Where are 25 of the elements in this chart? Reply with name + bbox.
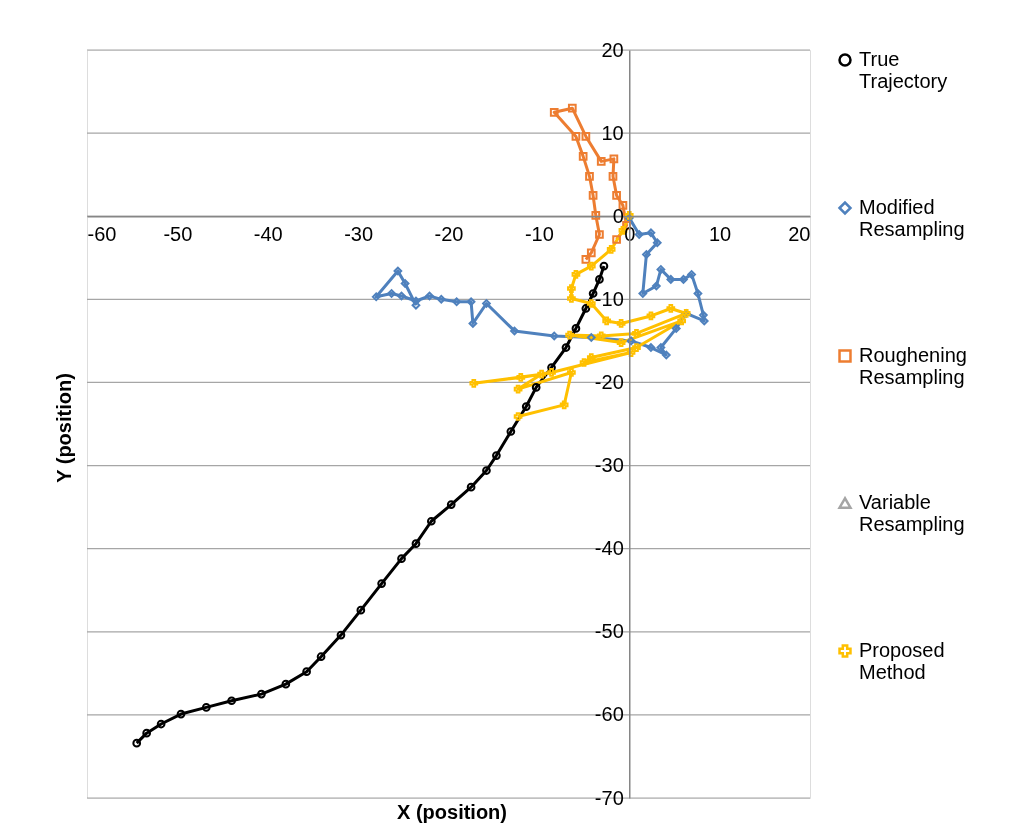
y-tick-label: -30 [594, 454, 624, 477]
y-tick-label: 0 [612, 204, 624, 227]
y-tick-label: -40 [594, 537, 624, 560]
x-tick-label: -30 [344, 222, 374, 245]
legend-label: Roughening Resampling [859, 344, 967, 388]
x-tick-label: 10 [709, 222, 732, 245]
legend-label: Variable Resampling [859, 491, 965, 535]
legend-label: True Trajectory [859, 48, 948, 92]
x-tick-label: -40 [253, 222, 283, 245]
y-tick-label: 10 [601, 121, 624, 144]
y-tick-label: 20 [601, 38, 624, 61]
x-tick-label: -60 [87, 222, 117, 245]
x-tick-label: -20 [434, 222, 464, 245]
y-tick-label: -10 [594, 287, 624, 310]
x-tick-label: 20 [788, 222, 811, 245]
y-tick-label: -60 [594, 703, 624, 726]
y-tick-label: -20 [594, 370, 624, 393]
legend-label: Proposed Method [859, 639, 945, 683]
y-tick-label: -70 [594, 786, 624, 809]
y-axis-title: Y (position) [53, 373, 75, 483]
y-tick-label: -50 [594, 620, 624, 643]
x-tick-label: -10 [524, 222, 554, 245]
x-tick-label: -50 [163, 222, 193, 245]
x-axis-title: X (position) [397, 801, 507, 823]
legend-label: Modified Resampling [859, 196, 965, 240]
